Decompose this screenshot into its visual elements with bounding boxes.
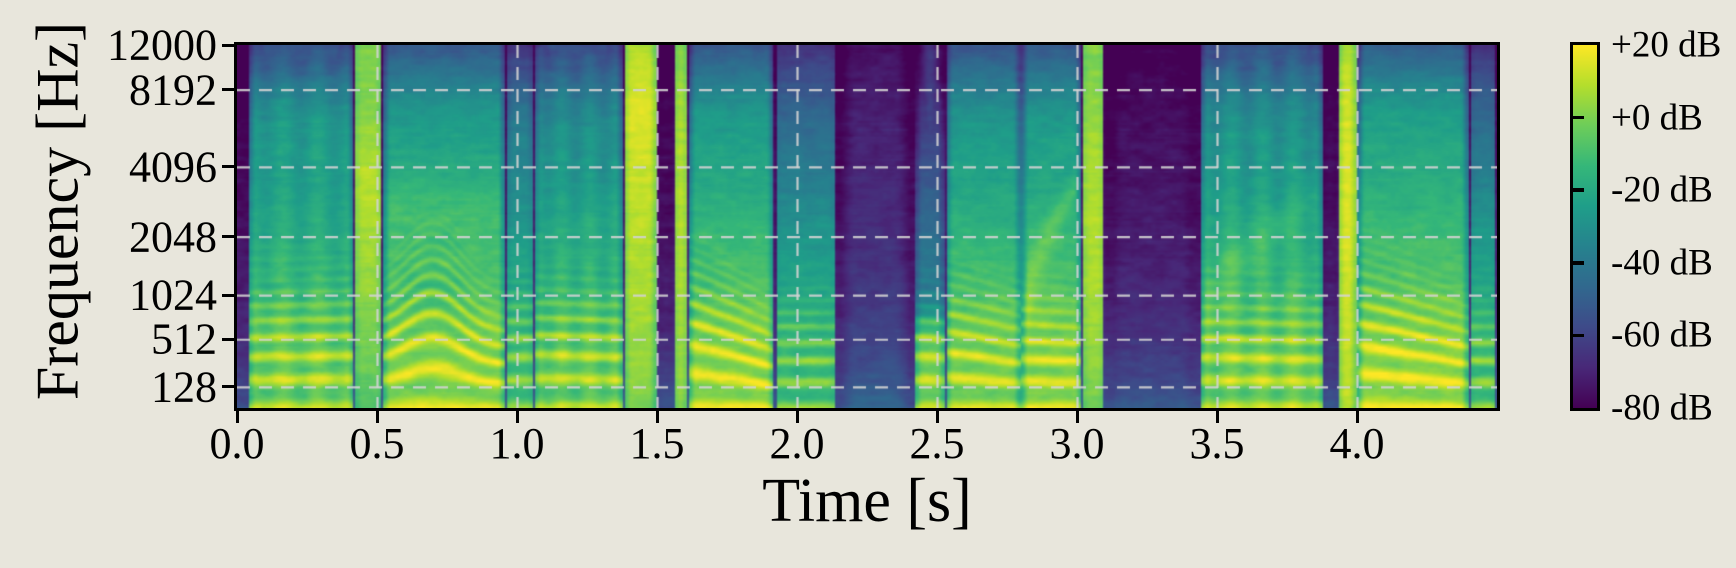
y-tick-label: 4096 (129, 142, 217, 192)
x-tick-mark (935, 411, 939, 423)
x-tick-label: 3.5 (1189, 419, 1245, 468)
y-tick-mark (222, 165, 234, 169)
colorbar-tick-mark (1573, 188, 1584, 192)
y-tick-mark (222, 88, 234, 92)
colorbar-tick-mark (1573, 261, 1584, 265)
x-tick-label: 4.0 (1329, 419, 1385, 468)
x-tick-mark (235, 411, 239, 423)
y-tick-label: 1024 (129, 270, 217, 320)
y-tick-mark (222, 293, 234, 297)
x-tick-label: 3.0 (1049, 419, 1105, 468)
x-tick-label: 2.0 (769, 419, 825, 468)
y-tick-label: 512 (151, 314, 217, 364)
y-tick-label: 12000 (107, 20, 217, 70)
colorbar-tick-label: +0 dB (1611, 97, 1703, 139)
colorbar-tick-label: -40 dB (1611, 242, 1713, 284)
x-tick-label: 2.5 (909, 419, 965, 468)
gridlines-canvas (237, 45, 1497, 408)
x-tick-label: 1.0 (489, 419, 545, 468)
colorbar (1570, 42, 1600, 411)
colorbar-tick-label: +20 dB (1611, 24, 1722, 66)
x-tick-label: 0.0 (209, 419, 265, 468)
x-tick-mark (1075, 411, 1079, 423)
x-tick-mark (515, 411, 519, 423)
colorbar-gradient (1573, 45, 1597, 408)
y-axis-title: Frequency [Hz] (24, 21, 91, 400)
x-tick-label: 0.5 (349, 419, 405, 468)
x-tick-mark (1215, 411, 1219, 423)
y-tick-mark (222, 235, 234, 239)
y-tick-label: 8192 (129, 65, 217, 115)
colorbar-tick-mark (1573, 333, 1584, 338)
y-tick-label: 2048 (129, 212, 217, 262)
x-tick-label: 1.5 (629, 419, 685, 468)
plot-area (234, 42, 1500, 411)
x-axis-title: Time [s] (762, 467, 972, 535)
y-tick-mark (222, 385, 234, 389)
colorbar-tick-mark (1573, 115, 1584, 120)
colorbar-tick-label: -60 dB (1611, 314, 1713, 356)
x-tick-mark (1355, 411, 1359, 423)
y-tick-label: 128 (151, 362, 217, 412)
colorbar-tick-label: -80 dB (1611, 387, 1713, 429)
x-tick-mark (655, 411, 659, 423)
x-tick-mark (375, 411, 379, 423)
x-tick-mark (795, 411, 799, 423)
y-tick-mark (222, 337, 234, 341)
y-tick-mark (222, 43, 234, 47)
colorbar-tick-label: -20 dB (1611, 169, 1713, 211)
